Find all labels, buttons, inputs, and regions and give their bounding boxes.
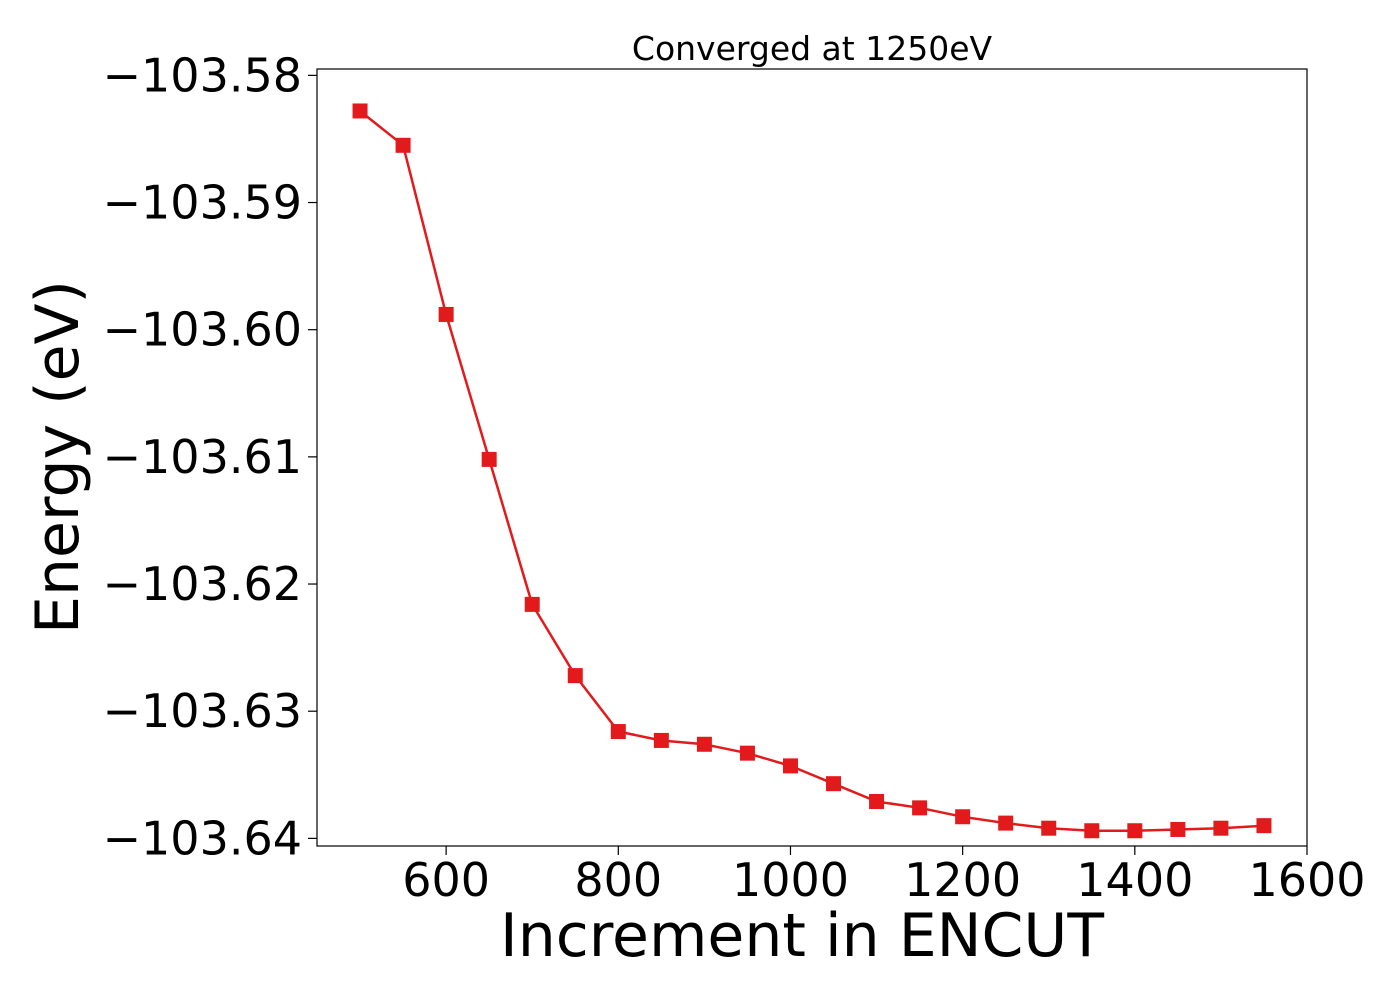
- x-axis-ticks: 600 800 1000 1200 1400 1600: [402, 846, 1366, 907]
- data-point-marker: [524, 596, 540, 612]
- data-point-marker: [352, 103, 368, 119]
- x-tick-label: 1000: [732, 853, 849, 907]
- data-point-marker: [1041, 820, 1057, 836]
- x-tick-label: 800: [574, 853, 662, 907]
- y-tick-label: −103.61: [103, 430, 303, 484]
- x-tick-label: 1400: [1076, 853, 1193, 907]
- data-point-marker: [826, 776, 842, 792]
- x-tick-label: 1200: [904, 853, 1021, 907]
- series-line: [359, 110, 1265, 832]
- data-point-marker: [610, 724, 626, 740]
- plot-area-frame: [316, 68, 1308, 847]
- x-tick-label: 1600: [1248, 853, 1365, 907]
- data-point-marker: [1256, 818, 1272, 834]
- data-point-marker: [739, 745, 755, 761]
- data-point-marker: [395, 137, 411, 153]
- chart-title: Converged at 1250eV: [632, 29, 993, 68]
- data-point-marker: [653, 732, 669, 748]
- data-point-marker: [1213, 820, 1229, 836]
- data-point-marker: [998, 815, 1014, 831]
- y-axis-label: Energy (eV): [23, 280, 93, 634]
- data-point-marker: [912, 800, 928, 816]
- data-point-marker: [869, 793, 885, 809]
- y-tick-label: −103.64: [103, 811, 303, 865]
- data-point-marker: [955, 809, 971, 825]
- data-point-marker: [1127, 823, 1143, 839]
- series-layer: [352, 103, 1272, 839]
- y-tick-label: −103.60: [103, 303, 303, 357]
- y-tick-label: −103.58: [103, 48, 303, 102]
- data-point-marker: [1084, 823, 1100, 839]
- y-tick-label: −103.63: [103, 684, 303, 738]
- data-point-marker: [481, 451, 497, 467]
- data-point-marker: [438, 306, 454, 322]
- data-point-marker: [696, 736, 712, 752]
- y-axis-ticks: −103.58 −103.59 −103.60 −103.61 −103.62 −103.…: [103, 48, 317, 865]
- data-point-marker: [567, 668, 583, 684]
- x-tick-label: 600: [402, 853, 490, 907]
- data-point-marker: [782, 758, 798, 774]
- y-tick-label: −103.62: [103, 557, 303, 611]
- y-tick-label: −103.59: [103, 176, 303, 230]
- x-axis-label: Increment in ENCUT: [500, 901, 1104, 971]
- data-point-marker: [1170, 821, 1186, 837]
